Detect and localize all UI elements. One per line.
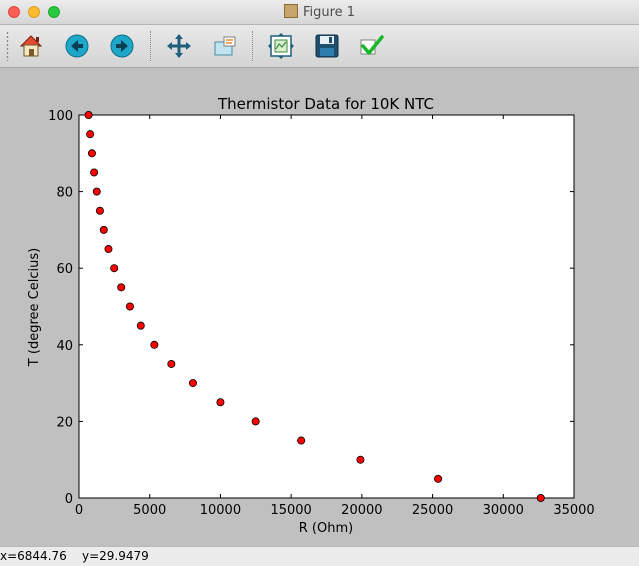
data-point <box>297 436 306 445</box>
edit-parameters-button[interactable] <box>358 32 386 60</box>
x-tick-label: 10000 <box>200 503 241 518</box>
x-tick-label: 15000 <box>270 503 311 518</box>
x-tick-label: 20000 <box>341 503 382 518</box>
status-bar: x=6844.76 y=29.9479 <box>0 546 639 566</box>
y-tick-label: 20 <box>56 415 73 430</box>
data-point <box>136 321 145 330</box>
data-point <box>125 302 134 311</box>
home-icon <box>19 35 43 57</box>
arrow-left-icon <box>65 34 89 58</box>
back-button[interactable] <box>63 32 91 60</box>
scatter-chart[interactable]: Thermistor Data for 10K NTC R (Ohm) T (d… <box>0 68 639 546</box>
title-bar: Figure 1 <box>0 0 639 25</box>
configure-subplots-button[interactable] <box>267 32 295 60</box>
cursor-y-readout: y=29.9479 <box>82 549 149 563</box>
data-point <box>188 379 197 388</box>
chart-title: Thermistor Data for 10K NTC <box>217 95 434 113</box>
save-button[interactable] <box>313 32 341 60</box>
subplots-icon <box>268 33 294 59</box>
data-point <box>117 283 126 292</box>
pan-button[interactable] <box>165 32 193 60</box>
x-tick-label: 0 <box>75 503 83 518</box>
checkmark-icon <box>360 35 384 55</box>
x-tick-label: 30000 <box>483 503 524 518</box>
axis-ticks: 0 5000 10000 15000 20000 25000 30000 35000 0 20 40… <box>48 109 595 518</box>
data-point <box>110 264 119 273</box>
data-point <box>251 417 260 426</box>
y-tick-label: 0 <box>65 492 73 507</box>
toolbar-separator <box>150 31 151 61</box>
zoom-button[interactable] <box>211 32 239 60</box>
data-point <box>84 111 93 120</box>
figure-app-icon <box>283 4 298 18</box>
toolbar-grip <box>6 31 9 61</box>
y-tick-label: 60 <box>56 262 73 277</box>
data-point <box>90 168 99 177</box>
forward-button[interactable] <box>108 32 136 60</box>
data-point <box>87 149 96 158</box>
data-points <box>84 111 545 502</box>
x-tick-label: 35000 <box>553 503 594 518</box>
cursor-x-readout: x=6844.76 <box>0 549 67 563</box>
x-axis-label: R (Ohm) <box>299 521 353 536</box>
move-arrows-icon <box>167 34 191 58</box>
navigation-toolbar <box>0 25 639 68</box>
figure-canvas[interactable]: Thermistor Data for 10K NTC R (Ohm) T (d… <box>0 68 639 546</box>
zoom-rect-icon <box>214 36 236 56</box>
y-tick-label: 40 <box>56 339 73 354</box>
maximize-window-button[interactable] <box>48 6 60 18</box>
floppy-disk-icon <box>315 34 339 58</box>
y-tick-label: 80 <box>56 186 73 201</box>
data-point <box>95 206 104 215</box>
home-button[interactable] <box>17 32 45 60</box>
data-point <box>536 493 545 502</box>
data-point <box>356 455 365 464</box>
data-point <box>216 398 225 407</box>
window-title: Figure 1 <box>0 4 639 20</box>
minimize-window-button[interactable] <box>28 6 40 18</box>
y-tick-label: 100 <box>48 109 73 124</box>
data-point <box>150 340 159 349</box>
arrow-right-icon <box>110 34 134 58</box>
y-axis-label: T (degree Celcius) <box>27 248 42 367</box>
data-point <box>86 130 95 139</box>
data-point <box>434 474 443 483</box>
window-title-text: Figure 1 <box>302 5 356 20</box>
x-tick-label: 5000 <box>133 503 166 518</box>
toolbar-separator <box>252 31 253 61</box>
data-point <box>92 187 101 196</box>
close-window-button[interactable] <box>8 6 20 18</box>
x-tick-label: 25000 <box>412 503 453 518</box>
data-point <box>104 245 113 254</box>
plot-frame <box>78 114 575 499</box>
data-point <box>167 359 176 368</box>
data-point <box>99 225 108 234</box>
